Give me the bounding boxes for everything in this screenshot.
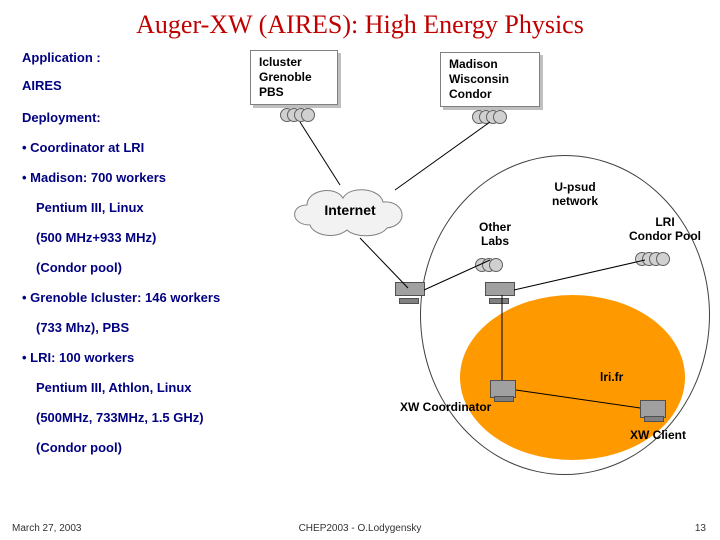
disks-icon: [635, 252, 675, 270]
router-icon: [485, 282, 515, 296]
node-grenoble: Icluster Grenoble PBS: [250, 50, 338, 105]
label-application: Application :: [22, 50, 101, 65]
disks-icon: [475, 258, 515, 276]
bullet-coordinator: Coordinator at LRI: [22, 140, 144, 155]
label-aires: AIRES: [22, 78, 62, 93]
internet-label: Internet: [285, 180, 415, 240]
xw-client-label: XW Client: [630, 428, 686, 442]
bullet-grenoble: Grenoble Icluster: 146 workers: [22, 290, 220, 305]
sub-lri-2: (500MHz, 733MHz, 1.5 GHz): [36, 410, 204, 425]
internet-cloud: Internet: [285, 180, 415, 240]
bullet-lri: LRI: 100 workers: [22, 350, 134, 365]
page-title: Auger-XW (AIRES): High Energy Physics: [0, 10, 720, 40]
lrifr-label: lri.fr: [600, 370, 623, 384]
sub-madison-3: (Condor pool): [36, 260, 122, 275]
bullet-madison: Madison: 700 workers: [22, 170, 166, 185]
other-labs-label: Other Labs: [465, 220, 525, 248]
upsud-label: U-psud network: [530, 180, 620, 208]
footer-page: 13: [695, 523, 706, 534]
xw-client-icon: [640, 400, 666, 418]
sub-grenoble-1: (733 Mhz), PBS: [36, 320, 129, 335]
sub-lri-3: (Condor pool): [36, 440, 122, 455]
footer-center: CHEP2003 - O.Lodygensky: [0, 523, 720, 534]
lri-pool-label: LRI Condor Pool: [615, 215, 715, 243]
sub-madison-1: Pentium III, Linux: [36, 200, 144, 215]
xw-coordinator-icon: [490, 380, 516, 398]
sub-lri-1: Pentium III, Athlon, Linux: [36, 380, 192, 395]
sub-madison-2: (500 MHz+933 MHz): [36, 230, 156, 245]
xw-coordinator-label: XW Coordinator: [400, 400, 491, 414]
node-madison: Madison Wisconsin Condor: [440, 52, 540, 107]
disks-icon: [280, 108, 320, 126]
label-deployment: Deployment:: [22, 110, 101, 125]
router-icon: [395, 282, 425, 296]
disks-icon: [472, 110, 512, 128]
